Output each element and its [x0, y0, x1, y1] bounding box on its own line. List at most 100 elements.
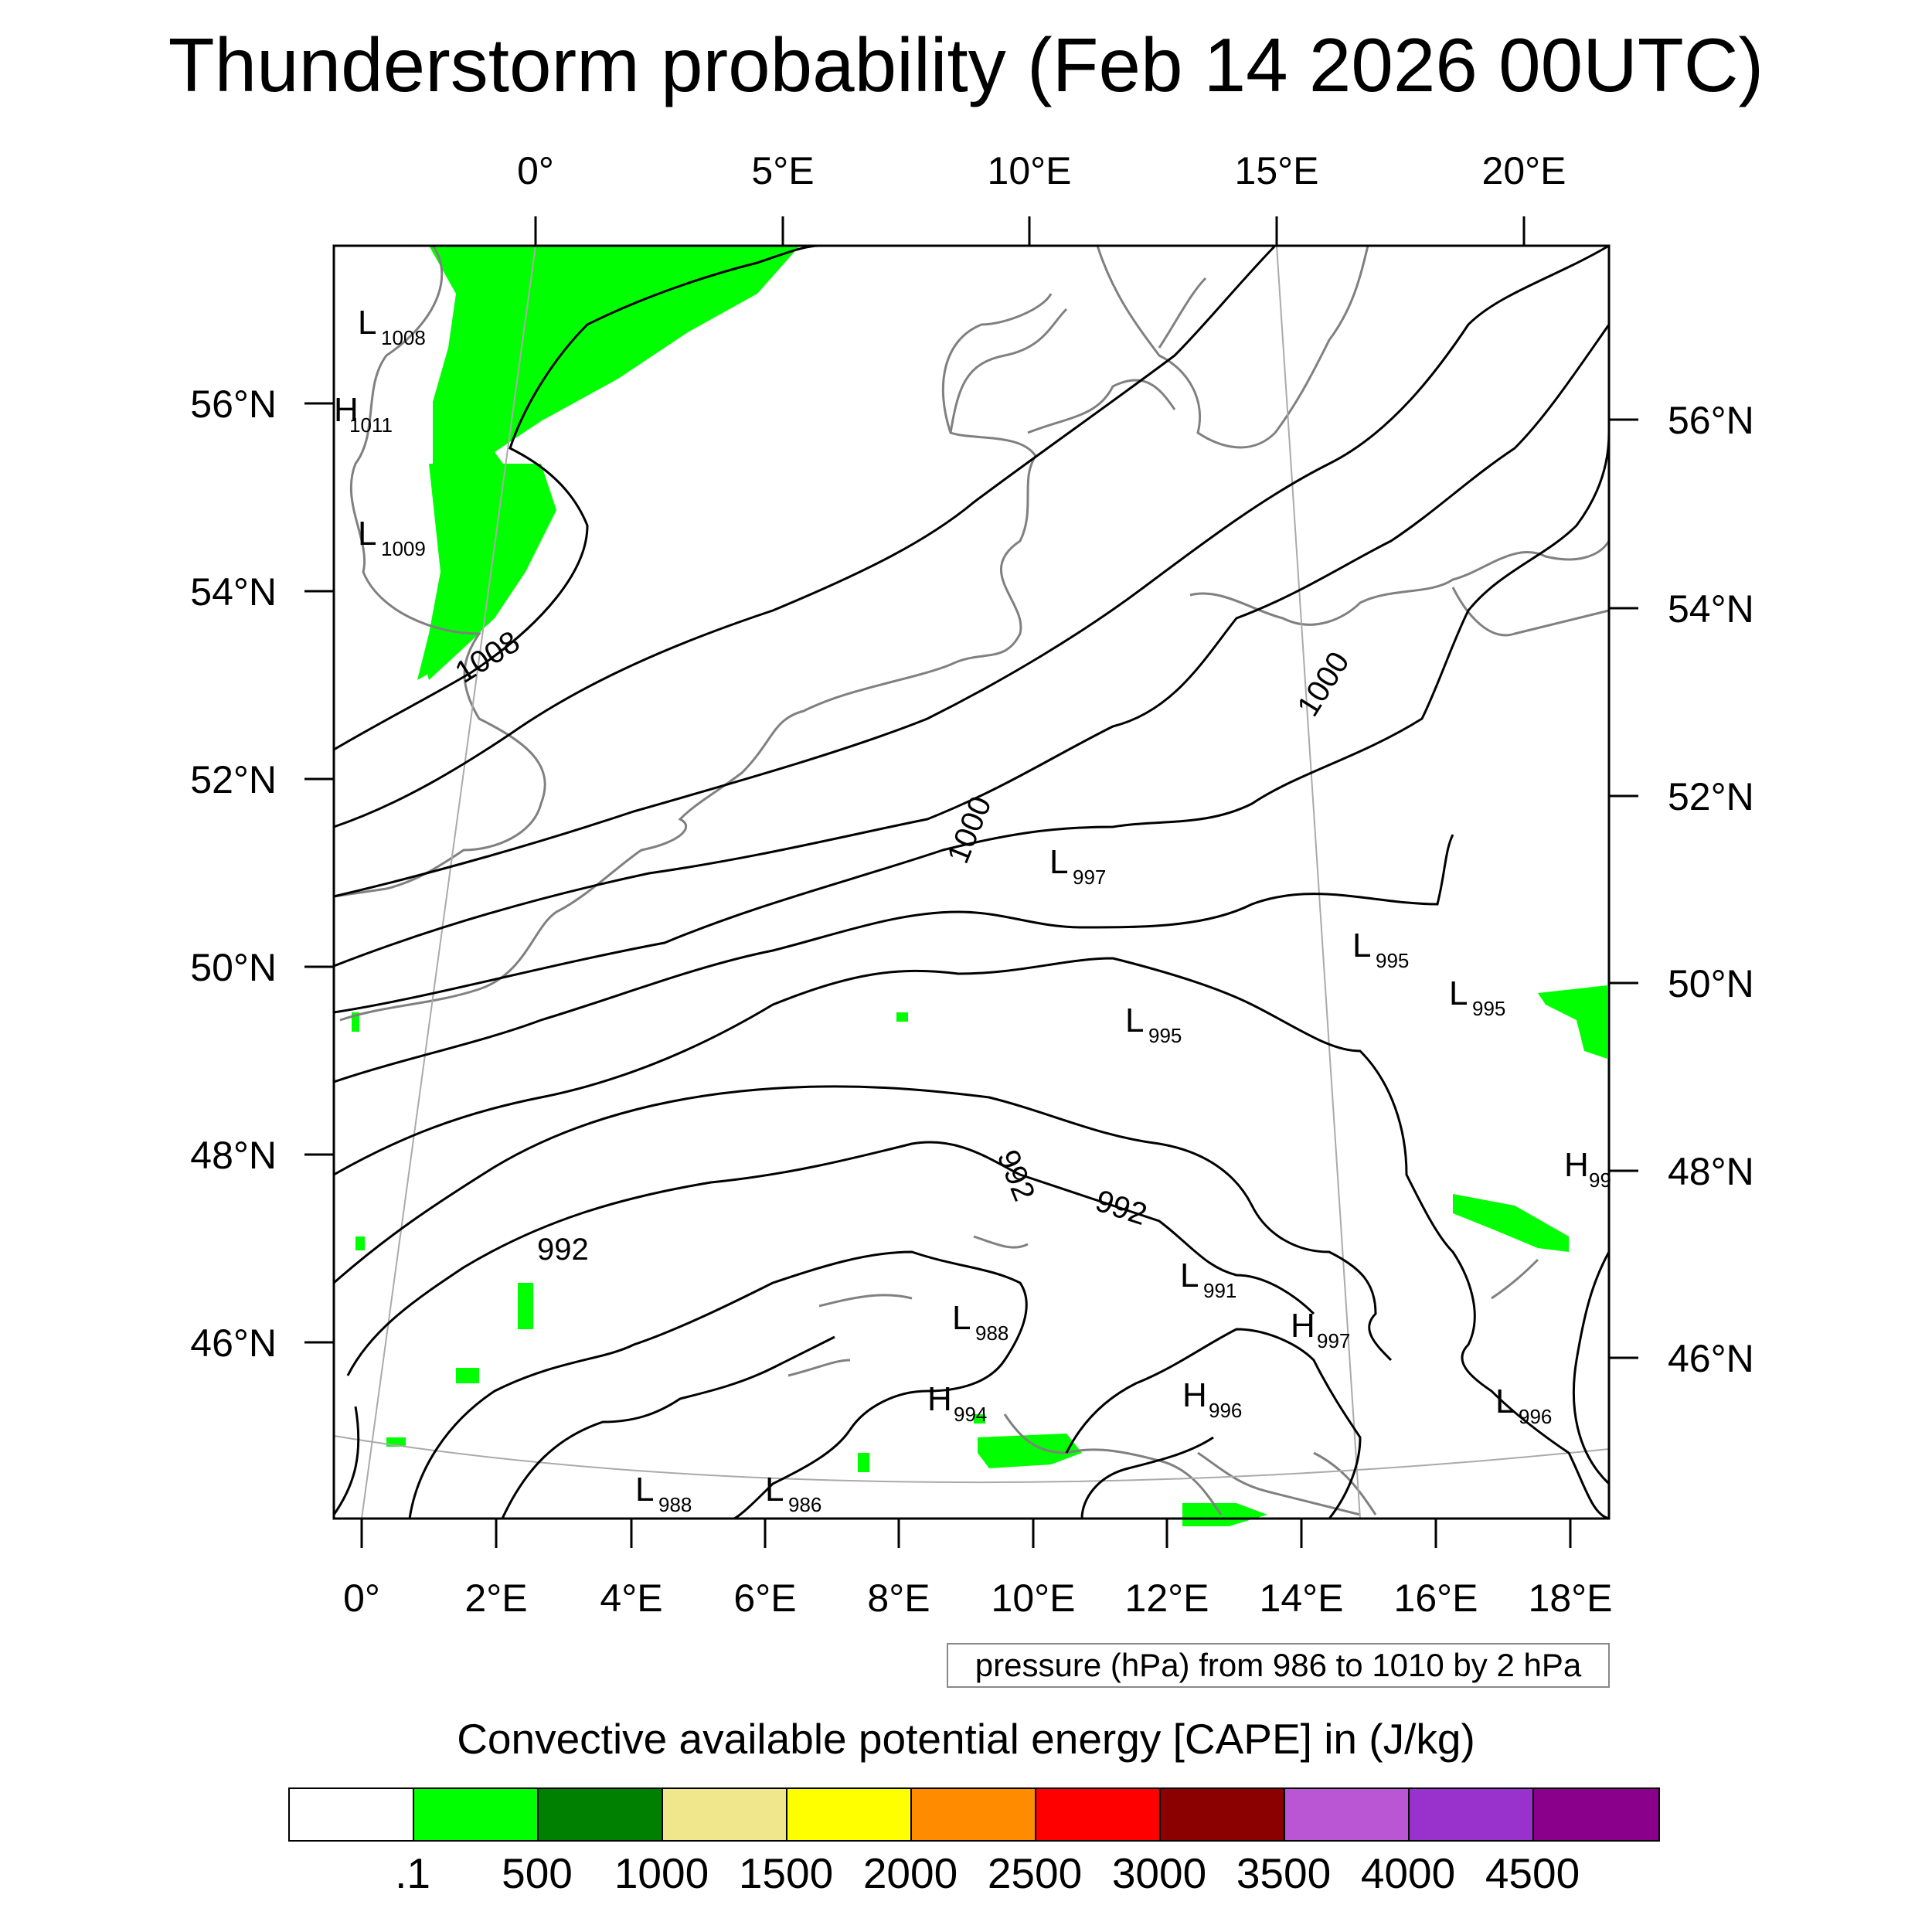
colorbar-title: Convective available potential energy [C…	[457, 1715, 1475, 1763]
svg-text:H: H	[1182, 1376, 1207, 1414]
contour-label: 1000	[1291, 646, 1355, 723]
cape-spot	[974, 1414, 985, 1423]
meridian-0	[361, 245, 536, 1519]
svg-text:L: L	[952, 1299, 971, 1337]
meridian-15e	[1276, 245, 1361, 1519]
pressure-center: H 997	[1291, 1307, 1350, 1352]
colorbar-swatch	[414, 1789, 539, 1840]
svg-text:995: 995	[1148, 1024, 1182, 1047]
svg-text:H: H	[1564, 1146, 1589, 1184]
left-lat-labels: 56°N 54°N 52°N 50°N 48°N 46°N	[190, 383, 277, 1365]
right-lat-label: 52°N	[1668, 775, 1754, 818]
pressure-center: L 995	[1125, 1002, 1182, 1047]
colorbar-label: .1	[395, 1849, 430, 1897]
top-lon-labels: 0° 5°E 10°E 15°E 20°E	[517, 149, 1566, 192]
colorbar-label: 4500	[1485, 1849, 1580, 1897]
svg-text:L: L	[1495, 1383, 1514, 1420]
colorbar-label: 3500	[1236, 1849, 1332, 1897]
parallel-45n	[333, 1435, 1610, 1484]
pressure-center: H 994	[927, 1380, 987, 1426]
pressure-center: L 988	[635, 1471, 692, 1516]
svg-text:99: 99	[1589, 1168, 1611, 1192]
top-lon-label: 15°E	[1235, 149, 1319, 192]
pressure-center: L 996	[1495, 1383, 1552, 1428]
svg-text:1011: 1011	[349, 413, 393, 437]
isobar-south-3	[1572, 1251, 1611, 1485]
svg-text:L: L	[635, 1471, 654, 1509]
right-lat-label: 54°N	[1668, 587, 1754, 631]
colorbar-swatch	[1036, 1789, 1161, 1840]
svg-text:994: 994	[954, 1403, 987, 1426]
colorbar-swatch	[290, 1789, 414, 1840]
isobar-998	[333, 834, 1454, 1083]
colorbar-label: 1000	[614, 1849, 709, 1897]
svg-text:L: L	[765, 1471, 784, 1509]
pressure-center: L 995	[1352, 927, 1409, 972]
pressure-center: L 1008	[358, 304, 426, 349]
pressure-center: L 988	[952, 1299, 1009, 1345]
tick-marks	[304, 216, 1638, 1548]
isobar-996	[333, 957, 1610, 1520]
svg-text:991: 991	[1203, 1279, 1236, 1302]
colorbar-label: 1500	[738, 1849, 834, 1897]
colorbar-labels: .1 500 1000 1500 2000 2500 3000 3500 400…	[0, 1849, 1932, 1903]
top-lon-label: 0°	[517, 149, 554, 192]
lakes-alps	[787, 1235, 1539, 1377]
cape-area-south-alps	[978, 1434, 1082, 1468]
left-lat-label: 48°N	[190, 1134, 277, 1177]
bottom-lon-label: 18°E	[1529, 1577, 1613, 1620]
isobar-994	[333, 1085, 1393, 1362]
svg-text:996: 996	[1209, 1399, 1242, 1422]
map-title: Thunderstorm probability (Feb 14 2026 00…	[168, 22, 1764, 107]
colorbar-swatch	[1161, 1789, 1285, 1840]
bottom-lon-label: 8°E	[867, 1577, 930, 1620]
svg-text:L: L	[1125, 1002, 1144, 1039]
left-lat-label: 46°N	[190, 1321, 277, 1365]
svg-text:L: L	[1449, 975, 1468, 1012]
pressure-center: L 1009	[358, 515, 426, 560]
isobar-1006	[333, 244, 1277, 828]
cape-colorbar	[288, 1787, 1660, 1842]
pressure-center: L 997	[1049, 843, 1106, 889]
cape-spot	[518, 1283, 533, 1329]
svg-text:988: 988	[975, 1321, 1009, 1345]
left-lat-label: 50°N	[190, 946, 277, 989]
svg-text:H: H	[334, 391, 359, 429]
pressure-legend: pressure (hPa) from 986 to 1010 by 2 hPa	[947, 1643, 1610, 1688]
bottom-lon-label: 16°E	[1394, 1577, 1478, 1620]
cape-spot	[456, 1368, 479, 1383]
svg-text:L: L	[1352, 927, 1371, 964]
coastline-italy	[1003, 1413, 1223, 1515]
isobar-south-1	[1065, 1328, 1362, 1519]
left-lat-label: 54°N	[190, 570, 277, 614]
contour-label: 992	[1091, 1184, 1151, 1232]
isobar-far-left	[332, 1406, 360, 1515]
coastline-continent	[339, 293, 1053, 1022]
bottom-lon-label: 6°E	[733, 1577, 796, 1620]
isobar-992	[346, 1141, 1315, 1376]
svg-text:L: L	[358, 304, 376, 342]
svg-text:1009: 1009	[381, 537, 426, 560]
cape-spot	[352, 1012, 359, 1032]
coastline-sweden	[1096, 245, 1369, 449]
cape-area-north-sea-lower	[417, 464, 556, 680]
svg-text:995: 995	[1472, 997, 1505, 1020]
colorbar-swatch	[787, 1789, 912, 1840]
colorbar-label: 3000	[1111, 1849, 1207, 1897]
bottom-lon-label: 14°E	[1260, 1577, 1344, 1620]
cape-spot	[896, 1012, 908, 1022]
contour-labels: 1008 1000 1000 992 992 992	[449, 624, 1355, 1267]
isobar-990	[408, 1250, 1028, 1520]
top-lon-label: 10°E	[988, 149, 1072, 192]
svg-text:L: L	[1049, 843, 1068, 881]
cape-area-east-central	[1453, 1194, 1569, 1252]
right-lat-label: 56°N	[1668, 399, 1754, 442]
svg-text:H: H	[1291, 1307, 1315, 1345]
cape-area-east	[1538, 985, 1607, 1059]
colorbar-swatch	[663, 1789, 787, 1840]
contour-label: 992	[991, 1145, 1042, 1206]
svg-text:996: 996	[1519, 1405, 1552, 1428]
colorbar-swatch	[1534, 1789, 1658, 1840]
